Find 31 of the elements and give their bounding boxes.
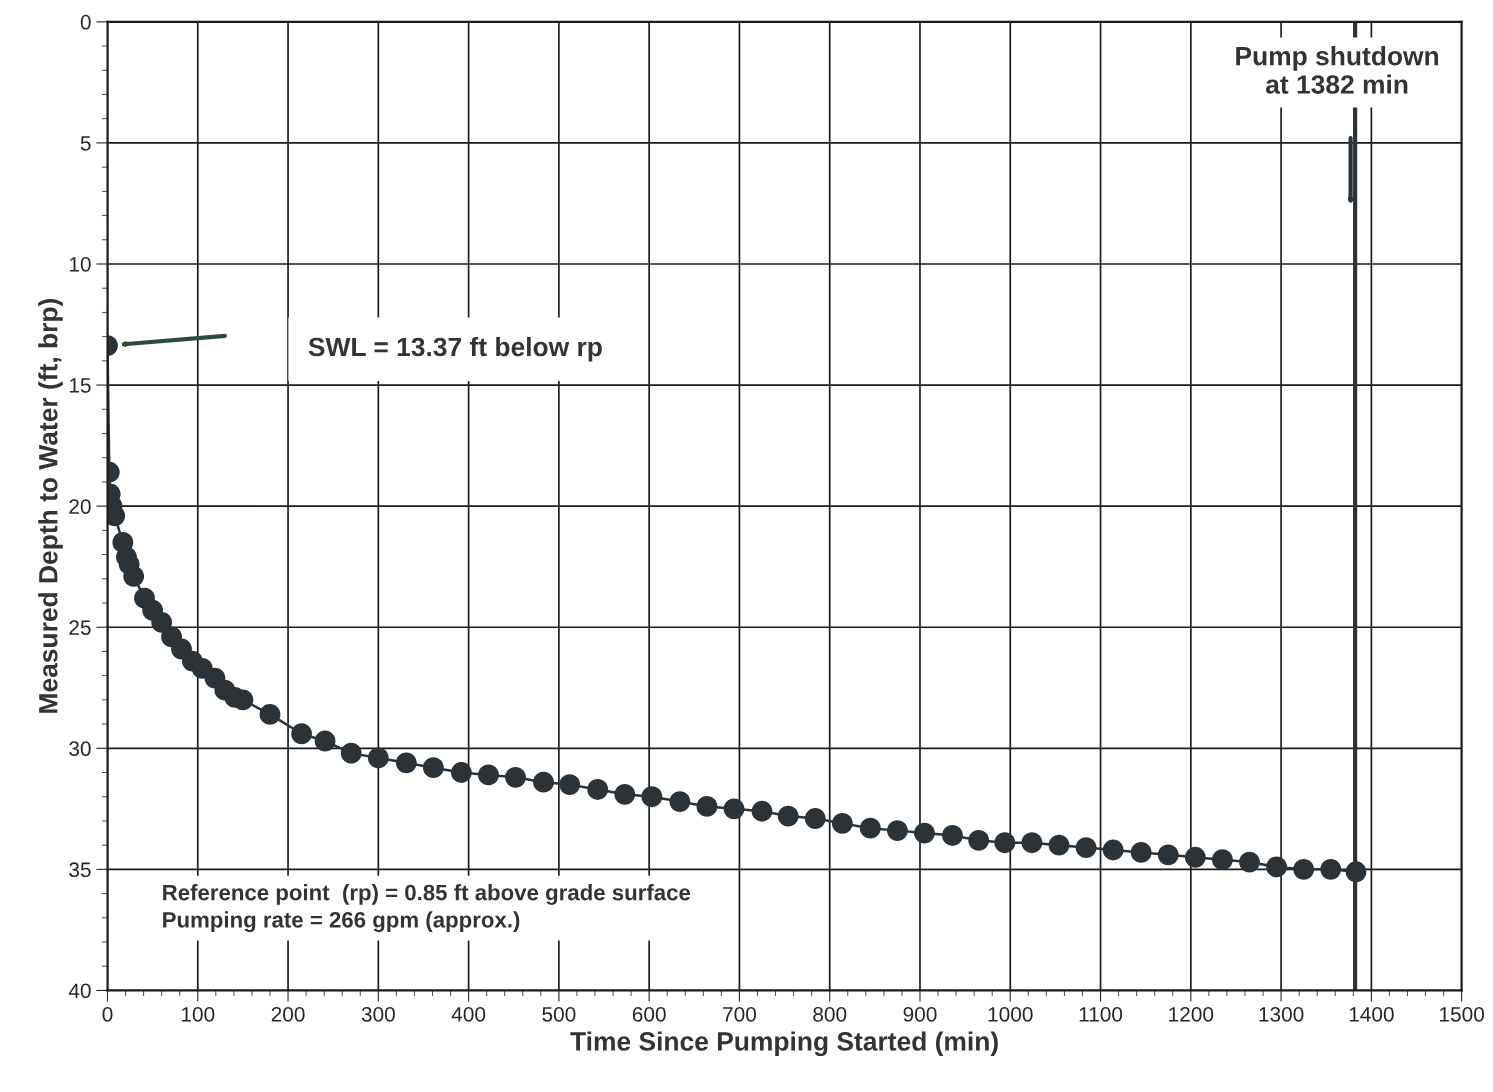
y-tick-label: 10 [69,256,91,272]
y-tick-label: 20 [69,499,91,514]
y-tick-label: 0 [80,14,91,30]
x-tick-label: 1300 [1259,1006,1304,1022]
x-tick-label: 1200 [1169,1006,1214,1022]
x-axis-title: Time Since Pumping Started (min) [570,1031,998,1057]
y-axis-title: Measured Depth to Water (ft, brp) [38,299,63,713]
y-tick-label: 40 [68,983,91,999]
x-tick-label: 100 [181,1006,215,1022]
y-tick-label: 15 [69,378,91,393]
x-tick-label: 800 [813,1006,847,1022]
x-tick-label: 1500 [1440,1006,1485,1022]
annotation: Pumping rate = 266 gpm (approx.) [163,911,520,933]
x-tick-label: 200 [271,1006,305,1022]
x-tick-label: 1000 [988,1006,1033,1022]
y-tick-label: 30 [69,741,91,757]
x-tick-label: 700 [723,1006,756,1022]
x-tick-label: 1100 [1079,1006,1123,1022]
x-tick-label: 300 [361,1006,395,1022]
x-tick-label: 600 [632,1006,666,1022]
x-tick-label: 400 [451,1006,486,1022]
y-tick-label: 35 [69,862,91,878]
y-tick-label: 5 [80,136,91,151]
annotation: Pump shutdown at 1382 min [1236,46,1439,94]
x-tick-label: 500 [542,1006,576,1022]
annotation: Reference point (rp) = 0.85 ft above grade surface [163,884,691,905]
x-tick-label: 900 [903,1006,937,1022]
annotation: SWL = 13.37 ft below rp [308,336,602,362]
y-tick-label: 25 [69,620,91,635]
x-tick-label: 0 [102,1006,113,1022]
x-tick-label: 1400 [1349,1006,1394,1022]
